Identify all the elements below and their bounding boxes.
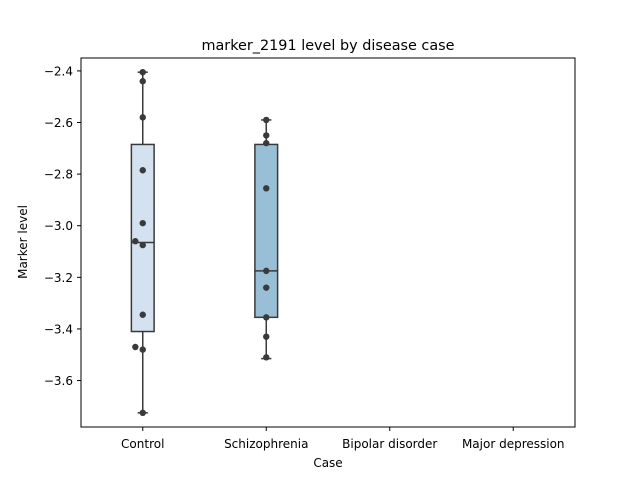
chart-title: marker_2191 level by disease case [201, 38, 454, 54]
data-point [263, 139, 270, 147]
x-axis-label: Case [313, 456, 342, 470]
data-point [139, 114, 146, 121]
box-control [130, 71, 155, 414]
y-axis-label: Marker level [16, 205, 30, 279]
x-tick-label: Control [121, 437, 164, 451]
data-point [139, 241, 146, 249]
data-point [139, 167, 146, 174]
x-tick-label: Bipolar disorder [342, 437, 437, 451]
data-point [263, 314, 270, 321]
y-tick-label: −2.6 [44, 116, 73, 130]
data-point [139, 78, 146, 85]
y-tick-label: −3.0 [44, 219, 73, 233]
box-body [254, 143, 279, 319]
data-point [263, 132, 270, 139]
data-point [139, 346, 146, 353]
box-body [130, 143, 155, 333]
y-tick-label: −2.8 [44, 168, 73, 182]
y-axis: −3.6 −3.4 −3.2 −3.0 −2.8 −2.6 −2.4 [44, 64, 81, 388]
y-tick-label: −3.6 [44, 374, 73, 388]
box-schizophrenia [254, 119, 279, 360]
y-tick-label: −3.4 [44, 322, 73, 336]
data-point [263, 333, 270, 340]
y-tick-label: −2.4 [44, 64, 73, 78]
plot-area [130, 68, 279, 417]
data-point [263, 185, 270, 192]
data-point [263, 284, 270, 291]
data-point [263, 267, 270, 275]
data-point [132, 238, 139, 245]
data-point [139, 68, 146, 76]
data-point [263, 354, 270, 361]
data-point [139, 409, 146, 417]
plot-frame [80, 57, 576, 428]
data-point [263, 116, 270, 124]
data-point [139, 311, 146, 318]
data-point [132, 343, 139, 351]
x-tick-label: Schizophrenia [224, 437, 308, 451]
x-axis: Control Schizophrenia Bipolar disorder Majo… [121, 427, 565, 451]
data-point [139, 219, 146, 227]
x-tick-label: Major depression [462, 437, 565, 451]
y-tick-label: −3.2 [44, 271, 73, 285]
